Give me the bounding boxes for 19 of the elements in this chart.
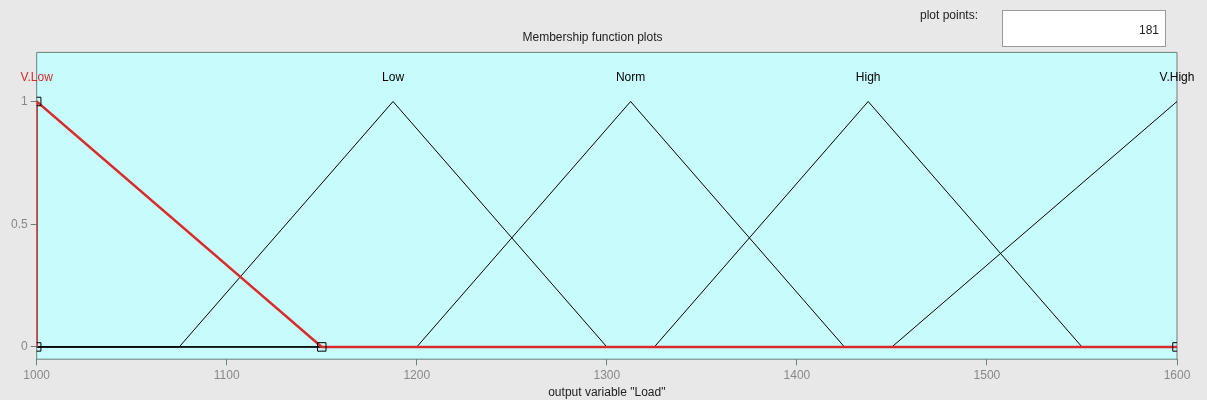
series-label: High [855,69,881,84]
x-tick-label: 1000 [23,367,51,382]
text: plot points: [920,8,979,22]
y-tick-label: 0 [20,339,28,354]
y-tick-label: 1 [20,93,28,108]
series-label: V.Low [20,69,54,84]
x-tick-label: 1200 [403,367,431,382]
y-tick-label: 0.5 [10,216,28,231]
series-label: Low [382,69,405,84]
text: V.High [1159,69,1195,84]
x-axis-title: output variable "Load" [548,385,666,400]
text-field: 181 [1002,10,1166,47]
series-label: Norm [615,69,646,84]
x-tick-label: 1500 [973,367,1001,382]
x-tick-label: 1300 [593,367,621,382]
chart-title: Membership function plots [522,29,663,44]
x-tick-label: 1100 [213,367,240,382]
x-tick-label: 1400 [783,367,811,382]
x-tick-label: 1600 [1163,367,1191,382]
